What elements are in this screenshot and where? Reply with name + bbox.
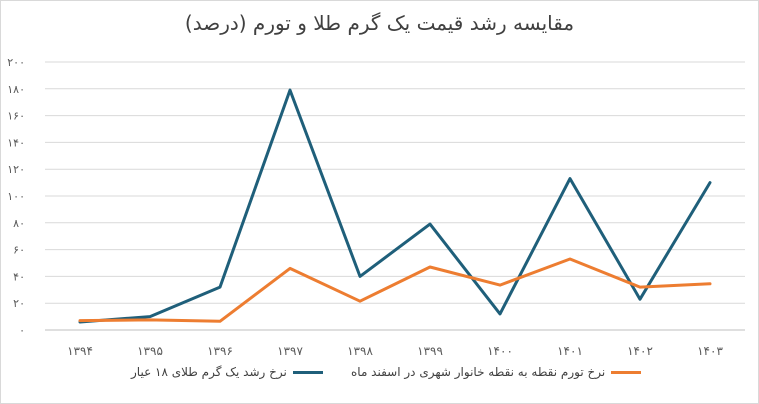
y-tick-label: ۰ xyxy=(19,324,25,337)
x-tick-label: ۱۳۹۸ xyxy=(347,344,373,358)
legend-item-inflation: نرخ تورم نقطه به نقطه خانوار شهری در اسف… xyxy=(351,365,642,379)
x-tick-label: ۱۴۰۰ xyxy=(487,344,513,358)
legend-label-gold: نرخ رشد یک گرم طلای ۱۸ عیار xyxy=(131,365,287,379)
legend-swatch-gold xyxy=(292,370,323,374)
legend: نرخ رشد یک گرم طلای ۱۸ عیار نرخ تورم نقط… xyxy=(1,365,758,389)
x-tick-label: ۱۳۹۶ xyxy=(207,344,233,358)
x-tick-label: ۱۴۰۳ xyxy=(697,344,723,358)
x-tick-label: ۱۴۰۱ xyxy=(557,344,583,358)
x-tick-label: ۱۳۹۷ xyxy=(277,344,303,358)
y-tick-label: ۴۰ xyxy=(13,270,25,283)
y-tick-label: ۸۰ xyxy=(13,217,25,230)
chart-title: مقایسه رشد قیمت یک گرم طلا و تورم (درصد) xyxy=(184,11,575,35)
y-tick-label: ۶۰ xyxy=(13,244,25,257)
y-tick-label: ۲۰ xyxy=(13,297,25,310)
series-line-1 xyxy=(78,257,712,323)
y-tick-label: ۱۰۰ xyxy=(7,190,25,203)
y-tick-label: ۲۰۰ xyxy=(7,56,25,69)
x-tick-label: ۱۴۰۲ xyxy=(627,344,653,358)
x-tick-label: ۱۳۹۵ xyxy=(137,344,163,358)
legend-swatch-inflation xyxy=(611,370,642,374)
legend-label-inflation: نرخ تورم نقطه به نقطه خانوار شهری در اسف… xyxy=(351,365,606,379)
y-tick-label: ۱۸۰ xyxy=(7,83,25,96)
x-tick-label: ۱۳۹۴ xyxy=(67,344,93,358)
y-tick-label: ۱۲۰ xyxy=(7,163,25,176)
series-line-0 xyxy=(78,88,712,324)
legend-item-gold: نرخ رشد یک گرم طلای ۱۸ عیار xyxy=(131,365,323,379)
x-tick-label: ۱۳۹۹ xyxy=(417,344,443,358)
y-tick-label: ۱۴۰ xyxy=(7,136,25,149)
y-tick-label: ۱۶۰ xyxy=(7,110,25,123)
